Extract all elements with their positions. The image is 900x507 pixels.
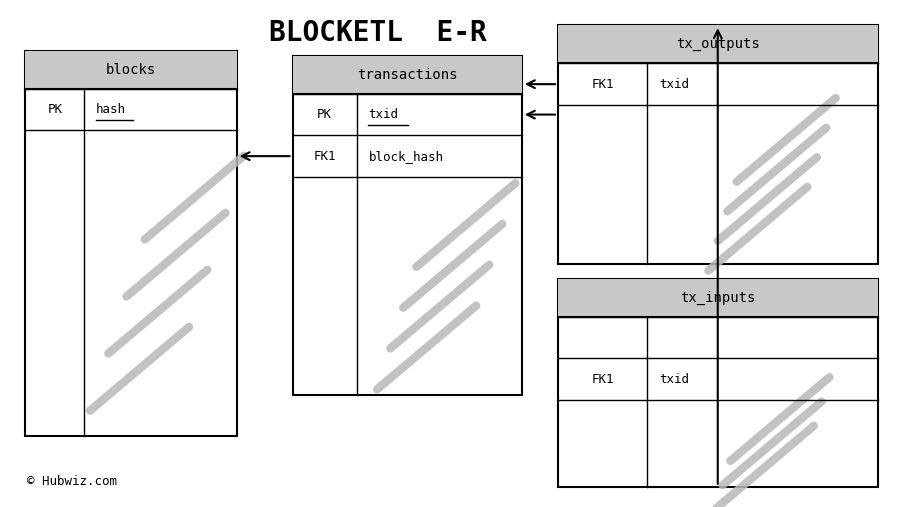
Bar [558, 279, 878, 487]
Bar [292, 56, 522, 395]
Text: FK1: FK1 [591, 373, 614, 386]
Text: FK1: FK1 [591, 78, 614, 91]
Text: blocks: blocks [106, 63, 156, 77]
Text: PK: PK [317, 108, 332, 121]
Text: block_hash: block_hash [368, 150, 444, 163]
Text: FK1: FK1 [313, 150, 336, 163]
Text: BLOCKETL  E-R: BLOCKETL E-R [269, 19, 487, 47]
Text: © Hubwiz.com: © Hubwiz.com [27, 475, 117, 488]
Text: txid: txid [368, 108, 399, 121]
Text: tx_outputs: tx_outputs [676, 38, 760, 51]
Text: txid: txid [659, 373, 689, 386]
Text: txid: txid [659, 78, 689, 91]
Bar [25, 51, 237, 89]
Bar [558, 25, 878, 264]
Text: tx_inputs: tx_inputs [680, 291, 755, 305]
Text: hash: hash [96, 103, 126, 116]
Bar [558, 25, 878, 63]
Bar [292, 56, 522, 94]
Bar [25, 51, 237, 436]
Text: transactions: transactions [357, 68, 457, 82]
Text: PK: PK [48, 103, 62, 116]
Bar [558, 279, 878, 317]
